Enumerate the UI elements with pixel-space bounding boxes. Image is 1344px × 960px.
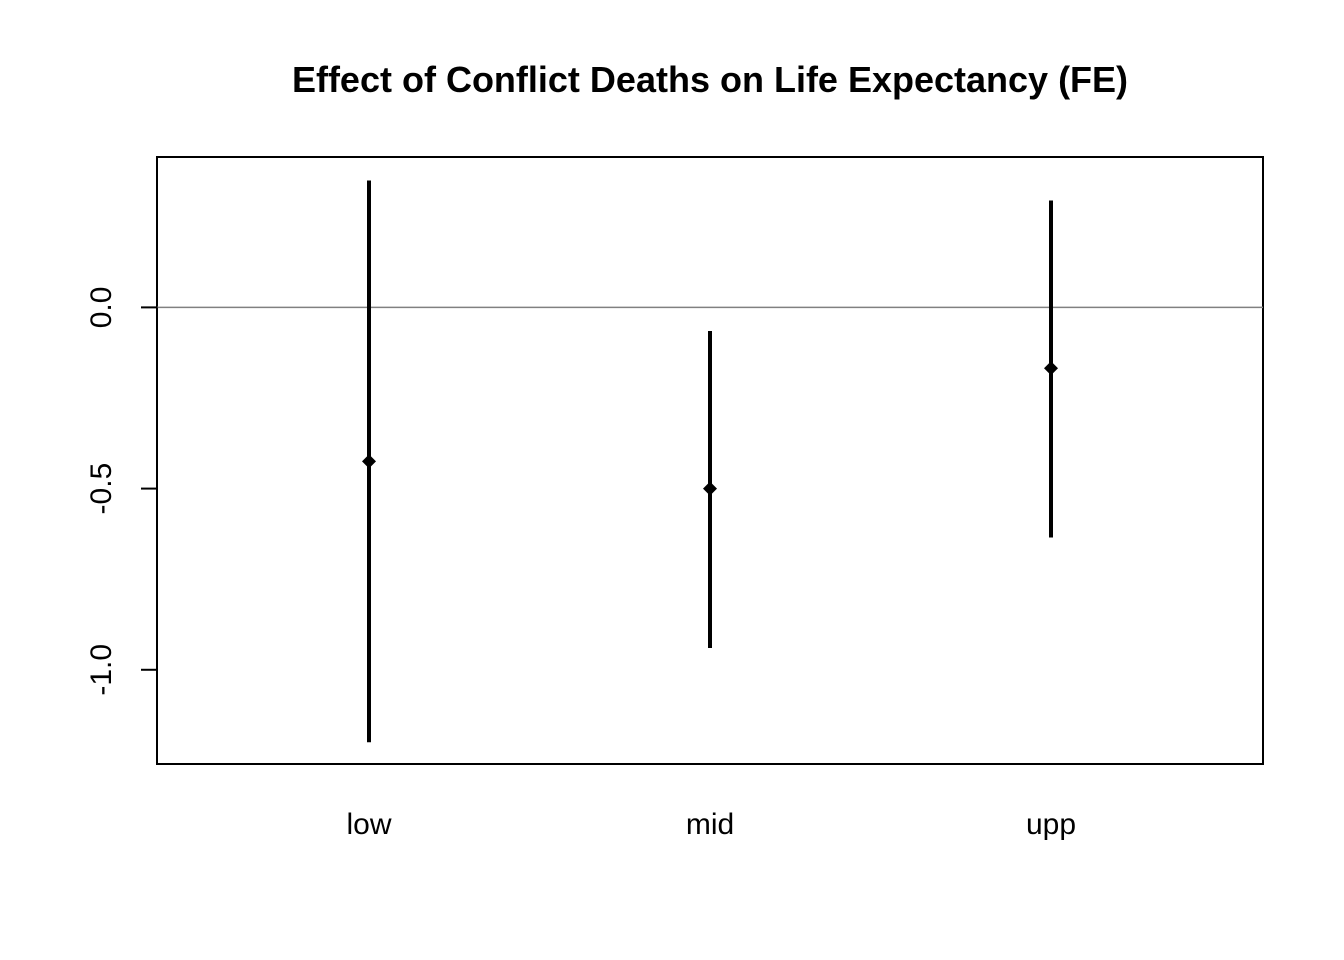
y-tick-label: -0.5: [85, 463, 118, 515]
plot-marks: [362, 180, 1058, 743]
point-estimate-upp: [1044, 361, 1058, 376]
y-tick-label: 0.0: [85, 287, 118, 329]
chart-title: Effect of Conflict Deaths on Life Expect…: [292, 59, 1128, 100]
y-tick-label: -1.0: [85, 644, 118, 696]
x-tick-label: upp: [1026, 808, 1076, 841]
point-estimate-low: [362, 454, 376, 469]
x-tick-label: mid: [686, 808, 734, 841]
point-estimate-mid: [703, 481, 717, 496]
y-axis: 0.0 -0.5 -1.0: [85, 287, 158, 696]
x-tick-label: low: [346, 808, 391, 841]
x-axis: low mid upp: [346, 808, 1076, 841]
